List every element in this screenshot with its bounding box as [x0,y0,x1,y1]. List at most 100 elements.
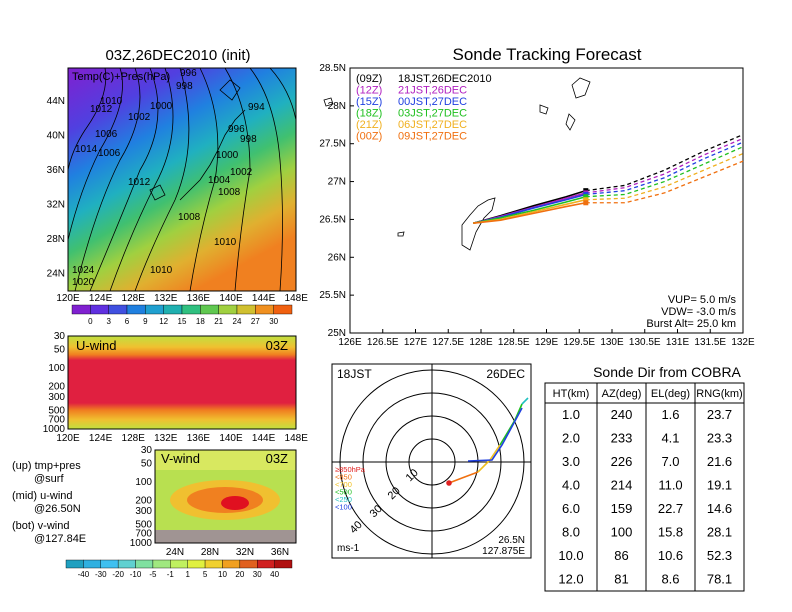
legend-local: 18JST,26DEC2010 [398,73,492,85]
polar-time: 18JST [337,367,372,381]
table-header-cell: EL(deg) [651,388,690,400]
vwind-colorbar: -40 -30 -20 -10 -5 -1 1 5 10 20 30 40 [65,559,293,579]
overlay-label: Temp(C)+Pres(hPa) [72,71,170,83]
table-cell: 15.8 [658,525,683,540]
vup-text: VUP= 5.0 m/s [668,294,737,306]
colorbar-swatch [222,559,241,569]
svg-text:998: 998 [240,134,257,145]
table-cell: 81 [614,572,628,587]
vwind-band-top [155,450,296,470]
colorbar-swatch [71,304,91,315]
svg-text:1010: 1010 [214,237,237,248]
note-bot-sub: @127.84E [34,533,86,545]
pressure-tick-label: 200 [135,495,152,506]
table-cell: 2.0 [562,431,580,446]
table-cell: 8.6 [661,572,679,587]
uwind-label: U-wind [76,338,116,353]
lon-tick-label: 120E [56,293,80,304]
pressure-tick-label: 300 [48,392,65,403]
colorbar-swatch [274,559,293,569]
table-cell: 78.1 [707,572,732,587]
table-cell: 10.0 [558,548,583,563]
svg-text:1010: 1010 [150,265,173,276]
lon-tick-label: 127.5E [432,337,464,348]
legend-utc: (12Z) [356,85,382,97]
table-cell: 12.0 [558,572,583,587]
burst-text: Burst Alt= 25.0 km [646,318,736,330]
table-cell: 10.6 [658,548,683,563]
colorbar-label: -20 [112,570,124,579]
lon-tick-label: 127E [404,337,428,348]
tracking-legend: (09Z) 18JST,26DEC2010 (12Z) 21JST,26DEC (15Z… [356,73,492,143]
left-map-frame [67,67,297,292]
colorbar-swatch [117,559,136,569]
colorbar-label: 27 [251,317,260,326]
legend-utc: (09Z) [356,73,382,85]
table-cell: 3.0 [562,454,580,469]
colorbar-label: 21 [214,317,223,326]
pressure-tick-label: 500 [48,406,65,417]
pressure-tick-label: 500 [135,520,152,531]
pressure-tick-label: 50 [54,345,66,356]
colorbar-swatch [145,304,164,315]
svg-text:994: 994 [248,102,265,113]
table-cell: 4.1 [661,431,679,446]
polar-legend-item: <100 [335,503,352,512]
pressure-tick-label: 200 [48,381,65,392]
lat-tick-label: 32N [47,200,65,211]
lat-tick-label: 28N [201,547,219,558]
legend-local: 00JST,27DEC [398,96,467,108]
lat-tick-label: 36N [47,165,65,176]
table-cell: 86 [614,548,628,563]
pressure-tick-label: 30 [141,445,153,456]
colorbar-label: 40 [270,570,279,579]
track-dashed-line [585,152,744,201]
colorbar-label: 30 [269,317,278,326]
colorbar-swatch [152,559,171,569]
colorbar-swatch [108,304,128,315]
pressure-tick-label: 700 [48,415,65,426]
lon-tick-label: 128E [122,433,146,444]
svg-text:1002: 1002 [128,112,151,123]
pressure-tick-label: 50 [141,459,153,470]
svg-text:1000: 1000 [216,150,239,161]
colorbar-label: 6 [125,317,130,326]
svg-text:998: 998 [176,81,193,92]
vwind-lat-ticks: 24N 28N 32N 36N [166,547,289,558]
polar-legend: ≥850hPa<850<700<500<250<100 [335,465,366,512]
pressure-tick-label: 100 [48,363,65,374]
lat-tick-label: 25N [328,328,346,339]
table-cell: 19.1 [707,478,732,493]
polar-legend-item: <850 [335,473,352,482]
lon-tick-label: 140E [219,433,243,444]
lat-tick-label: 28N [328,101,346,112]
table-cell: 100 [611,525,633,540]
table-cell: 7.0 [661,454,679,469]
svg-text:1004: 1004 [208,175,231,186]
polar-legend-item: <500 [335,488,352,497]
note-up: (up) tmp+pres [12,460,81,472]
svg-text:1010: 1010 [100,96,123,107]
lon-tick-label: 130.5E [629,337,661,348]
lon-tick-label: 144E [252,433,276,444]
legend-local: 09JST,27DEC [398,131,467,143]
vdw-text: VDW= -3.0 m/s [661,306,736,318]
colorbar-swatch [236,304,256,315]
lon-tick-label: 132E [731,337,755,348]
svg-text:1020: 1020 [72,277,95,288]
track-dashed-line [585,141,744,196]
pressure-tick-label: 100 [135,477,152,488]
table-cell: 23.3 [707,431,732,446]
note-up-sub: @surf [34,473,64,485]
colorbar-swatch [163,304,183,315]
left-map-title: 03Z,26DEC2010 (init) [105,47,250,64]
colorbar-label: 3 [106,317,111,326]
lon-tick-label: 131E [666,337,690,348]
isobars [67,67,297,292]
uwind-time: 03Z [266,338,288,353]
svg-text:1024: 1024 [72,265,95,276]
table-cell: 14.6 [707,501,732,516]
lon-tick-label: 144E [252,293,276,304]
